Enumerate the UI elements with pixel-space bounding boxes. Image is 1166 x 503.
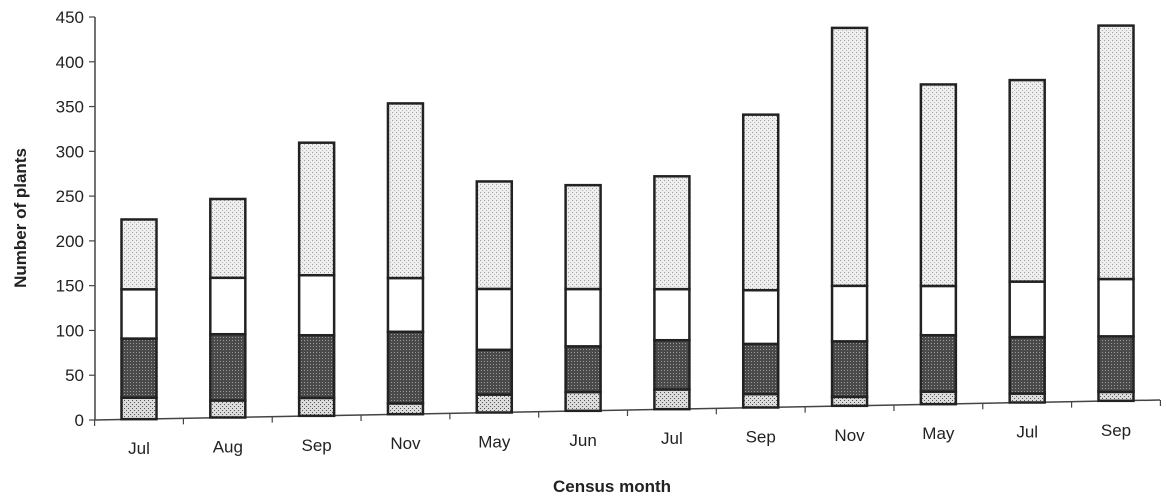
x-tick-label: Jul (1016, 422, 1038, 441)
bar-segment (386, 330, 425, 405)
bar-segment (830, 395, 869, 408)
bar-segment (564, 287, 602, 348)
x-tick-label: May (478, 433, 511, 452)
bar-segment (297, 396, 336, 418)
bar-segment (919, 284, 958, 337)
y-tick-label: 450 (56, 8, 84, 27)
bar-segment (120, 337, 158, 399)
x-tick-labels: Jul Aug Sep Nov May Jun Jul Sep Nov May Jul Sep (128, 421, 1131, 458)
y-tick-labels: 0 50 100 150 200 250 300 350 400 450 (56, 8, 84, 430)
bar-segment (209, 332, 247, 402)
bar-segment (1097, 24, 1135, 281)
bar-segment (209, 276, 247, 336)
x-tick-label: Nov (834, 426, 865, 445)
bar-segment (830, 340, 869, 399)
bar-segment (741, 288, 780, 346)
bar-segment (120, 396, 158, 421)
bar-segment (386, 102, 425, 280)
y-tick-label: 250 (56, 187, 84, 206)
x-tick-label: Jul (661, 429, 683, 448)
bar-segment (653, 338, 691, 391)
x-axis-title: Census month (553, 477, 671, 496)
bar-segment (919, 83, 958, 288)
y-tick-label: 50 (65, 366, 84, 385)
bar-segment (564, 390, 602, 413)
bar-segment (1097, 335, 1135, 394)
bar-segment (297, 333, 336, 400)
bar-segment (1097, 390, 1135, 403)
bar-segment (564, 183, 602, 291)
bar-segment (653, 388, 691, 411)
y-tick-label: 0 (75, 411, 84, 430)
bar-segment (1008, 78, 1046, 283)
x-tick-label: Aug (213, 438, 243, 457)
y-tick-label: 400 (56, 53, 84, 72)
bar-segment (297, 141, 336, 277)
bar-segment (830, 26, 869, 288)
y-tick-label: 150 (56, 277, 84, 296)
y-tick-label: 200 (56, 232, 84, 251)
bar-segment (120, 288, 158, 340)
y-tick-label: 100 (56, 321, 84, 340)
x-tick-label: Sep (746, 427, 776, 446)
x-tick-label: Sep (1101, 421, 1131, 440)
bar-segment (386, 276, 425, 334)
axes (89, 16, 1162, 427)
bar-segment (653, 175, 691, 291)
bar-segment (1097, 277, 1135, 338)
y-tick-label: 350 (56, 98, 84, 117)
bar-segment (1008, 280, 1046, 339)
bar-segment (564, 345, 602, 394)
x-tick-label: Jul (128, 439, 150, 458)
bar-segment (741, 342, 780, 396)
bar-segment (209, 399, 247, 419)
x-tick-label: May (922, 424, 955, 443)
bar-segment (830, 284, 869, 343)
x-tick-label: Sep (302, 436, 332, 455)
bar-segment (209, 197, 247, 280)
bar-segment (919, 390, 958, 406)
bars (120, 24, 1135, 421)
bar-segment (741, 392, 780, 409)
bar-segment (297, 273, 336, 337)
y-axis-title: Number of plants (11, 148, 30, 288)
bar-segment (919, 333, 958, 393)
bar-segment (475, 348, 514, 396)
bar-segment (475, 180, 514, 291)
bar-segment (386, 402, 425, 416)
bar-segment (1008, 392, 1046, 404)
bar-segment (475, 393, 514, 414)
bar-segment (120, 218, 158, 291)
bar-segment (475, 287, 514, 352)
x-tick-label: Nov (390, 434, 421, 453)
bar-segment (653, 287, 691, 342)
bar-segment (1008, 335, 1046, 395)
bar-segment (741, 113, 780, 292)
x-tick-label: Jun (569, 431, 596, 450)
y-tick-label: 300 (56, 142, 84, 161)
